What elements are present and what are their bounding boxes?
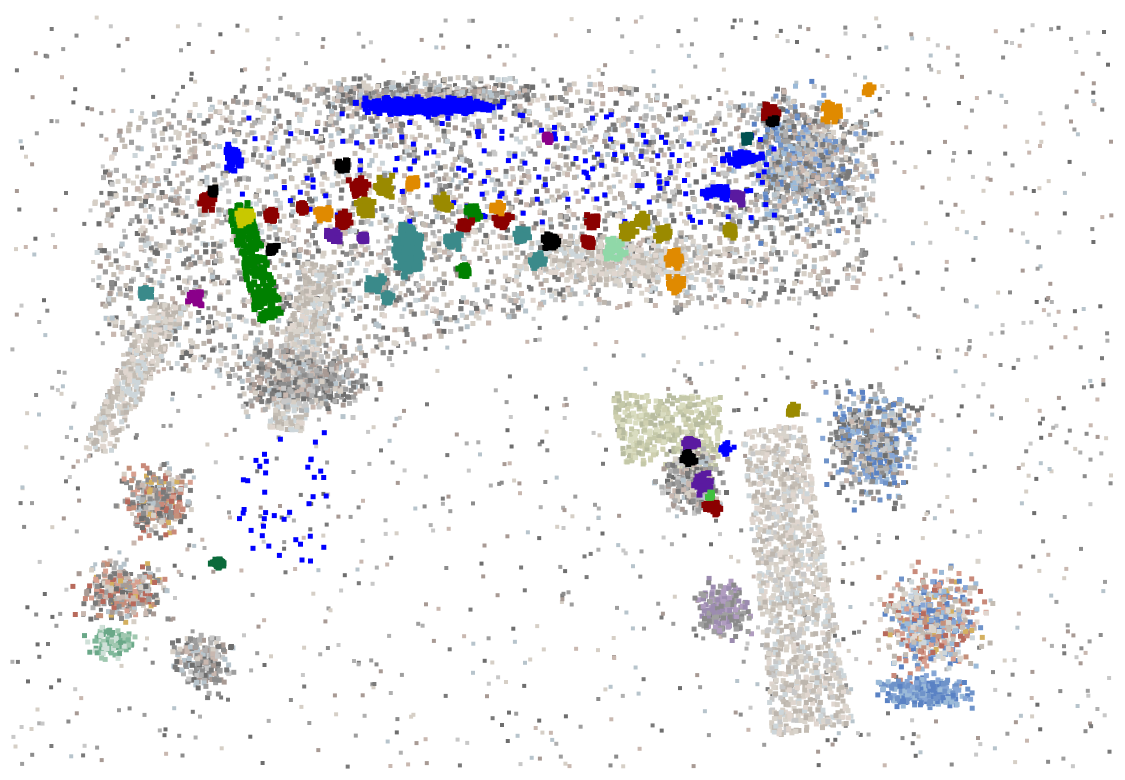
scene-objects-lower-right (816, 380, 996, 711)
instance-segments (138, 82, 877, 571)
scene-structure-pillars (83, 261, 854, 737)
scene-objects-lower-left (70, 462, 237, 701)
